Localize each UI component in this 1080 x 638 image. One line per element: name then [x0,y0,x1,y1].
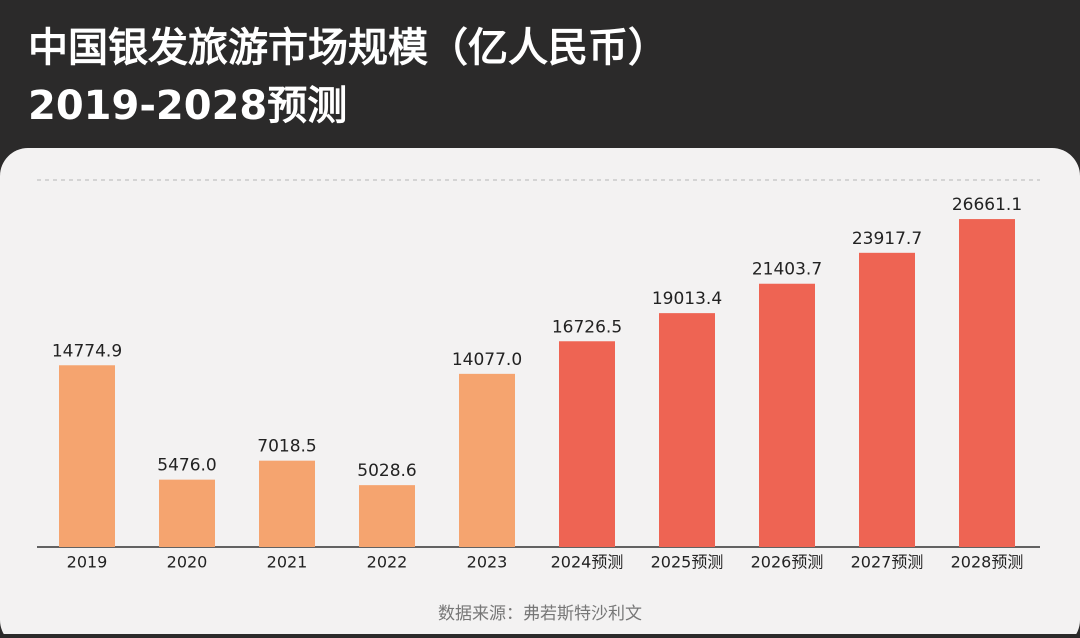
value-label: 21403.7 [752,260,822,280]
bar [759,283,815,547]
value-label: 19013.4 [652,289,722,309]
bar [859,252,915,547]
x-tick-label: 2021 [267,553,308,572]
chart-subtitle: 2019-2028预测 [28,83,347,129]
x-tick-label: 2025预测 [651,553,724,572]
bar [59,365,115,547]
x-tick-label: 2019 [67,553,108,572]
bar [559,341,615,547]
x-tick-label: 2020 [167,553,208,572]
bar [259,460,315,547]
value-label: 26661.1 [952,195,1022,215]
bar [159,479,215,547]
bar [959,219,1015,547]
bar [359,485,415,547]
value-label: 23917.7 [852,229,922,249]
x-tick-label: 2022 [367,553,408,572]
x-tick-label: 2026预测 [751,553,824,572]
value-label: 14077.0 [452,350,522,370]
x-tick-label: 2028预测 [951,553,1024,572]
value-label: 7018.5 [257,437,316,457]
bar [459,373,515,547]
bar [659,313,715,547]
value-label: 5028.6 [357,461,416,481]
value-label: 14774.9 [52,341,122,361]
value-label: 5476.0 [157,456,216,476]
source-note: 数据来源：弗若斯特沙利文 [438,604,642,624]
chart-title: 中国银发旅游市场规模（亿人民币） [28,25,668,71]
x-tick-label: 2023 [467,553,508,572]
x-tick-label: 2024预测 [551,553,624,572]
x-tick-label: 2027预测 [851,553,924,572]
value-label: 16726.5 [552,317,622,337]
